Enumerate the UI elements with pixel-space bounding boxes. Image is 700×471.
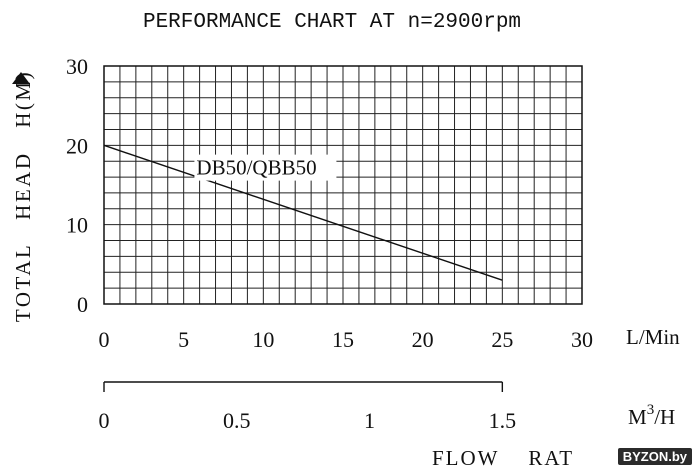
y-axis-arrow-icon (12, 72, 30, 84)
x-tick-label: 20 (412, 327, 434, 352)
plot-border (103, 65, 583, 305)
x2-tick-label: 0.5 (223, 408, 251, 433)
series-line (103, 144, 503, 281)
x-tick-label: 15 (332, 327, 354, 352)
series-label: DB50/QBB50 (196, 156, 316, 180)
x-tick-label: 10 (252, 327, 274, 352)
plot-frame (103, 65, 583, 305)
x2-tick-label: 1.5 (489, 408, 517, 433)
secondary-x-axis: 0 0.5 1 1.5 (99, 381, 517, 433)
x-tick-label: 25 (491, 327, 513, 352)
y-tick-label: 0 (77, 292, 88, 317)
chart-title: PERFORMANCE CHART AT n=2900rpm (143, 11, 521, 34)
series-group: DB50/QBB50 (103, 144, 503, 281)
y-tick-label: 10 (66, 213, 88, 238)
chart-grid (103, 65, 583, 305)
x2-unit-label: M3/H (628, 402, 675, 429)
x-unit-label: L/Min (626, 325, 680, 349)
watermark-logo: BYZON.by (617, 448, 692, 465)
y-tick-labels: 0 10 20 30 (66, 54, 88, 317)
y-tick-label: 20 (66, 133, 88, 158)
x-tick-labels: 0 5 10 15 20 25 30 (99, 327, 594, 352)
x-tick-label: 0 (99, 327, 110, 352)
series-label-background (194, 154, 337, 181)
y-tick-label: 30 (66, 54, 88, 79)
y-axis-label: TOTAL HEAD H(M) (11, 70, 35, 322)
x2-tick-label: 0 (99, 408, 110, 433)
x-axis-label: FLOW RAT (432, 446, 574, 470)
x-tick-label: 5 (178, 327, 189, 352)
x2-tick-label: 1 (364, 408, 375, 433)
x-tick-label: 30 (571, 327, 593, 352)
